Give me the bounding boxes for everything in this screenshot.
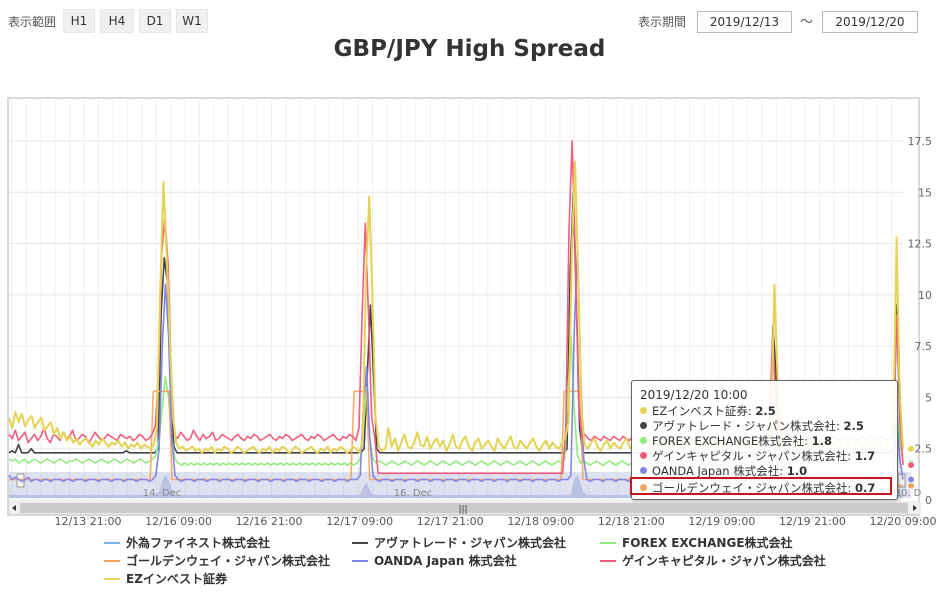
legend-line-icon xyxy=(352,541,368,544)
toolbar: 表示範囲 H1 H4 D1 W1 表示期間 2019/12/13 ～ 2019/… xyxy=(0,0,939,40)
legend-line-icon xyxy=(352,559,368,562)
tooltip-series-name: ゴールデンウェイ・ジャパン株式会社 xyxy=(652,481,848,495)
y-tick-label: 0 xyxy=(925,494,932,507)
x-tick-label: 12/20 09:00 xyxy=(870,515,937,528)
x-tick-label: 12/16 09:00 xyxy=(145,515,212,528)
legend-label: ゴールデンウェイ・ジャパン株式会社 xyxy=(126,554,331,568)
tooltip-series-name: ゲインキャピタル・ジャパン株式会社 xyxy=(652,449,848,463)
y-tick-label: 10 xyxy=(918,289,932,302)
x-axis-labels: 12/13 21:00 12/16 09:00 12/16 21:00 12/17 0… xyxy=(55,515,937,528)
hover-point xyxy=(907,475,915,484)
y-tick-label: 17.5 xyxy=(908,135,933,148)
tooltip-value: 1.7 xyxy=(854,449,876,463)
x-tick-label: 12/17 21:00 xyxy=(417,515,484,528)
chart-title: GBP/JPY High Spread xyxy=(333,36,606,62)
tooltip-value: 2.5 xyxy=(755,404,776,418)
plot-frame xyxy=(7,97,920,516)
y-tick-label: 7.5 xyxy=(915,340,933,353)
date-from-input[interactable]: 2019/12/13 xyxy=(697,11,792,33)
date-separator: ～ xyxy=(800,15,814,30)
legend-item[interactable]: EZインベスト証券 xyxy=(104,570,227,587)
dot-icon xyxy=(640,437,647,444)
scroll-right-icon[interactable] xyxy=(913,505,917,511)
legend-item[interactable]: 外為ファイネスト株式会社 xyxy=(104,534,270,551)
date-to-input[interactable]: 2019/12/20 xyxy=(822,11,918,33)
tooltip-header: 2019/12/20 10:00 xyxy=(640,388,748,402)
range-button-d1[interactable]: D1 xyxy=(139,9,171,33)
y-tick-label: 5 xyxy=(925,391,932,404)
tooltip-series-name: FOREX EXCHANGE株式会社 xyxy=(652,434,805,448)
legend-label: 外為ファイネスト株式会社 xyxy=(126,536,271,550)
tooltip-series-name: アヴァトレード・ジャパン株式会社 xyxy=(652,419,836,433)
scrollbar-thumb[interactable] xyxy=(20,503,908,513)
legend-item[interactable]: ゴールデンウェイ・ジャパン株式会社 xyxy=(104,552,330,569)
x-tick-label: 12/18 09:00 xyxy=(507,515,574,528)
highlight-box xyxy=(630,477,892,495)
tooltip-row: OANDA Japan 株式会社: 1.0 xyxy=(640,463,807,479)
x-tick-label: 12/13 21:00 xyxy=(55,515,122,528)
dot-icon xyxy=(640,452,647,459)
hover-point xyxy=(907,461,915,470)
tooltip-series-name: OANDA Japan 株式会社 xyxy=(652,464,780,478)
x-tick-label: 12/19 09:00 xyxy=(688,515,755,528)
y-tick-label: 15 xyxy=(918,186,932,199)
tooltip-row: アヴァトレード・ジャパン株式会社: 2.5 xyxy=(640,418,864,434)
legend-label: OANDA Japan 株式会社 xyxy=(374,554,517,568)
tooltip-row: FOREX EXCHANGE株式会社: 1.8 xyxy=(640,433,832,449)
tooltip-value: 0.7 xyxy=(855,481,876,495)
dot-icon xyxy=(640,407,647,414)
scroll-grip-icon[interactable]: ||| xyxy=(458,505,467,515)
y-tick-label: 12.5 xyxy=(908,238,933,251)
x-tick-label: 12/19 21:00 xyxy=(779,515,846,528)
legend-item[interactable]: FOREX EXCHANGE株式会社 xyxy=(600,534,793,551)
x-tick-label: 12/17 09:00 xyxy=(326,515,393,528)
tooltip-value: 2.5 xyxy=(843,419,864,433)
y-tick-label: 2.5 xyxy=(915,443,933,456)
legend-label: EZインベスト証券 xyxy=(126,572,228,586)
range-label: 表示範囲 xyxy=(8,15,57,29)
scroll-left-icon[interactable] xyxy=(12,505,16,511)
dot-icon xyxy=(640,422,647,429)
legend-line-icon xyxy=(104,577,120,580)
hover-point xyxy=(907,444,915,453)
range-button-w1[interactable]: W1 xyxy=(176,9,208,33)
navigator-label: 14. Dec xyxy=(143,488,181,499)
legend-item[interactable]: OANDA Japan 株式会社 xyxy=(352,552,517,569)
range-button-h4[interactable]: H4 xyxy=(100,9,134,33)
tooltip-row: EZインベスト証券: 2.5 xyxy=(640,403,776,419)
y-axis-labels: 0 2.5 5 7.5 10 12.5 15 17.5 xyxy=(908,135,933,507)
tooltip-value: 1.0 xyxy=(786,464,808,478)
tooltip-series-name: EZインベスト証券 xyxy=(652,404,748,418)
tooltip: 2019/12/20 10:00 EZインベスト証券: 2.5 アヴァトレード・… xyxy=(631,380,898,500)
navigator-label: 20. D xyxy=(895,488,922,499)
dot-icon xyxy=(640,484,647,491)
legend-item[interactable]: アヴァトレード・ジャパン株式会社 xyxy=(352,534,566,551)
tooltip-value: 1.8 xyxy=(811,434,832,448)
legend-line-icon xyxy=(104,559,120,562)
legend-label: アヴァトレード・ジャパン株式会社 xyxy=(374,536,567,550)
legend-item[interactable]: ゲインキャピタル・ジャパン株式会社 xyxy=(600,552,826,569)
x-tick-label: 12/18 21:00 xyxy=(598,515,665,528)
legend-line-icon xyxy=(600,559,616,562)
period-label: 表示期間 xyxy=(638,15,687,29)
legend-label: ゲインキャピタル・ジャパン株式会社 xyxy=(622,554,826,568)
x-tick-label: 12/16 21:00 xyxy=(236,515,303,528)
tooltip-row: ゴールデンウェイ・ジャパン株式会社: 0.7 xyxy=(640,480,875,496)
tooltip-row: ゲインキャピタル・ジャパン株式会社: 1.7 xyxy=(640,448,875,464)
range-button-h1[interactable]: H1 xyxy=(63,9,95,33)
legend-line-icon xyxy=(600,541,616,544)
legend-line-icon xyxy=(104,541,120,544)
scrollbar[interactable]: ||| xyxy=(8,501,921,515)
navigator-label: 16. Dec xyxy=(394,488,432,499)
dot-icon xyxy=(640,467,647,474)
legend-label: FOREX EXCHANGE株式会社 xyxy=(622,536,793,550)
legend: 外為ファイネスト株式会社 アヴァトレード・ジャパン株式会社 FOREX EXCHAN… xyxy=(0,528,939,592)
x-gridlines xyxy=(11,100,893,500)
